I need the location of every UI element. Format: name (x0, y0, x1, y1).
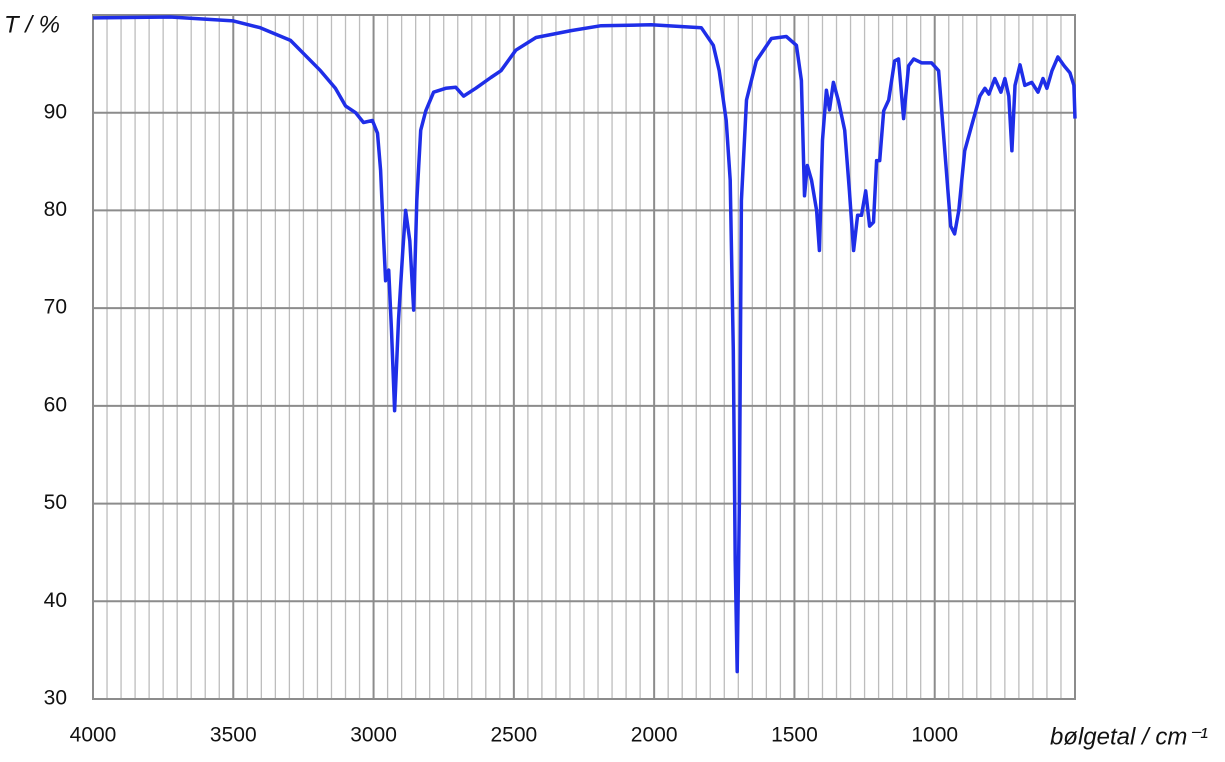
spectrum-line (92, 15, 1077, 674)
y-tick-label: 90 (44, 100, 67, 123)
x-tick-label: 2000 (631, 724, 678, 747)
x-axis-label: bølgetal / cm⁻¹ (1050, 723, 1208, 750)
y-tick-label: 80 (44, 198, 67, 221)
y-tick-label: 30 (44, 687, 67, 710)
y-axis-label: T / % (4, 11, 60, 38)
x-tick-label: 2500 (490, 724, 537, 747)
x-tick-label: 1500 (771, 724, 818, 747)
y-tick-label: 60 (44, 393, 67, 416)
x-tick-label: 1000 (911, 724, 958, 747)
y-tick-label: 50 (44, 491, 67, 514)
x-tick-label: 3500 (210, 724, 257, 747)
x-tick-label: 4000 (70, 724, 117, 747)
y-tick-label: 40 (44, 589, 67, 612)
x-tick-label: 3000 (350, 724, 397, 747)
plot-frame (92, 14, 1076, 700)
y-tick-label: 70 (44, 296, 67, 319)
